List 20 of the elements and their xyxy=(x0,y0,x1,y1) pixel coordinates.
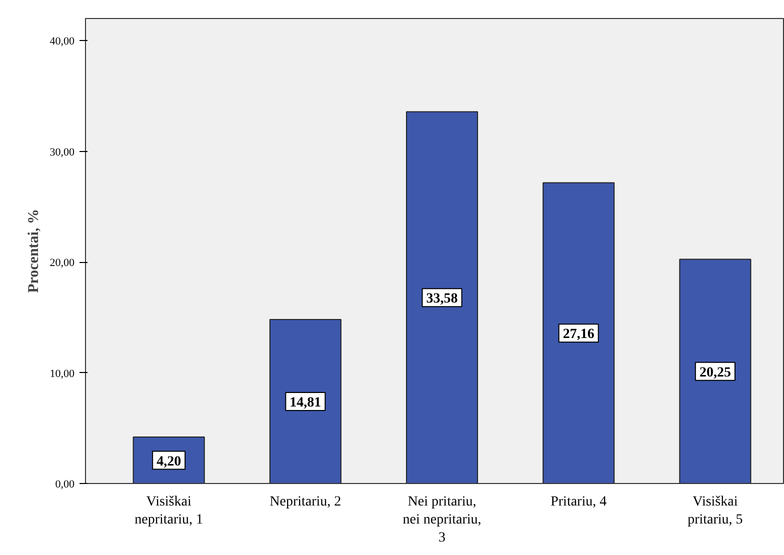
bar xyxy=(679,258,752,484)
x-tick-label: Nepritariu, 2 xyxy=(270,494,342,510)
data-label: 27,16 xyxy=(562,327,594,342)
y-tick-label: 0,00 xyxy=(55,478,75,490)
x-tick-label: Nei pritariu, nei nepritariu, 3 xyxy=(402,494,482,546)
data-label: 33,58 xyxy=(426,292,458,307)
y-tick-label: 30,00 xyxy=(50,146,75,158)
x-tick-label: Pritariu, 4 xyxy=(550,494,607,510)
x-tick-label: Visiškai nepritariu, 1 xyxy=(134,494,204,528)
y-tick-label: 40,00 xyxy=(50,36,75,48)
bar xyxy=(269,319,342,484)
x-tick-label: Visiškai pritariu, 5 xyxy=(688,494,743,528)
y-tick-label: 10,00 xyxy=(50,368,75,380)
bar xyxy=(406,111,478,484)
y-axis-title: Procentai, % xyxy=(26,209,42,293)
y-tick-label: 20,00 xyxy=(50,257,75,270)
data-label: 20,25 xyxy=(699,365,731,380)
data-label: 14,81 xyxy=(290,396,322,411)
bar xyxy=(542,182,615,484)
data-label: 4,20 xyxy=(156,454,182,470)
